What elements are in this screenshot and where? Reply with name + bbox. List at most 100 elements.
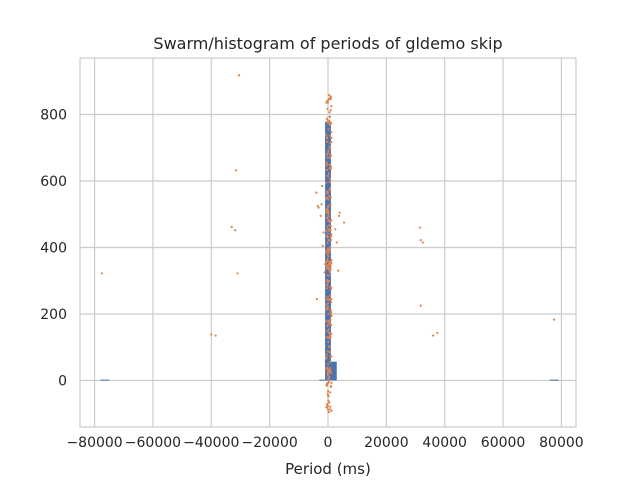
swarm-point — [325, 303, 328, 306]
swarm-point — [330, 140, 333, 144]
swarm-point — [327, 390, 330, 393]
swarm-point — [328, 266, 331, 269]
swarm-point — [327, 249, 331, 252]
swarm-point — [329, 195, 332, 199]
swarm-point — [325, 168, 329, 172]
swarm-point — [321, 244, 324, 247]
swarm-point — [327, 377, 330, 380]
swarm-point — [326, 284, 329, 287]
swarm-point — [329, 286, 332, 289]
swarm-point — [329, 391, 332, 394]
swarm-point — [326, 191, 329, 194]
x-tick-label: −40000 — [183, 435, 239, 451]
swarm-point — [330, 104, 333, 108]
swarm-point — [325, 261, 328, 264]
swarm-point — [230, 225, 233, 228]
swarm-point — [328, 123, 331, 126]
swarm-point — [328, 332, 332, 335]
swarm-point — [330, 238, 333, 242]
swarm-point — [325, 136, 328, 140]
swarm-point — [326, 371, 330, 374]
swarm-point — [328, 251, 331, 254]
swarm-point — [553, 318, 556, 321]
swarm-point — [327, 380, 330, 383]
swarm-point — [329, 235, 333, 238]
swarm-point — [328, 367, 332, 371]
swarm-point — [330, 136, 333, 139]
x-tick-label: 60000 — [481, 435, 526, 451]
swarm-point — [325, 384, 329, 387]
swarm-point — [326, 394, 330, 397]
swarm-point — [329, 267, 332, 271]
swarm-point — [326, 279, 329, 282]
y-tick-label: 200 — [40, 307, 67, 323]
swarm-point — [326, 281, 329, 284]
swarm-point — [338, 211, 341, 214]
swarm-point — [327, 340, 330, 344]
swarm-point — [330, 381, 333, 385]
swarm-point — [329, 318, 332, 321]
swarm-point — [325, 230, 328, 233]
swarm-point — [326, 253, 329, 256]
swarm-point — [325, 264, 328, 267]
swarm-point — [328, 271, 332, 274]
swarm-point — [329, 167, 332, 170]
swarm-point — [328, 177, 331, 180]
swarm-point — [326, 259, 329, 262]
swarm-points — [100, 74, 556, 414]
swarm-point — [328, 180, 331, 184]
swarm-point — [214, 334, 217, 337]
swarm-point — [322, 231, 325, 234]
swarm-point — [325, 211, 328, 215]
swarm-point — [327, 149, 330, 152]
swarm-point — [327, 312, 330, 315]
swarm-point — [329, 287, 333, 291]
histogram-bar — [325, 121, 331, 381]
swarm-point — [421, 241, 424, 244]
swarm-point — [315, 191, 318, 194]
x-tick-label: 0 — [324, 435, 333, 451]
swarm-point — [325, 287, 328, 290]
swarm-point — [326, 368, 330, 371]
swarm-point — [327, 323, 330, 326]
swarm-point — [329, 405, 332, 408]
swarm-point — [326, 228, 329, 231]
swarm-point — [329, 228, 332, 232]
swarm-point — [326, 232, 330, 235]
swarm-point — [325, 353, 328, 356]
swarm-point — [329, 221, 332, 224]
swarm-point — [325, 133, 328, 136]
swarm-point — [328, 153, 332, 156]
swarm-point — [323, 263, 327, 266]
swarm-point — [325, 356, 328, 359]
swarm-point — [329, 311, 333, 314]
x-axis-label: Period (ms) — [285, 460, 371, 478]
swarm-point — [330, 258, 333, 262]
swarm-point — [328, 351, 331, 354]
y-tick-labels: 0 200 400 600 800 — [40, 108, 67, 390]
swarm-point — [431, 334, 435, 337]
swarm-point — [325, 367, 328, 370]
swarm-point — [335, 241, 338, 244]
swarm-point — [327, 172, 330, 175]
swarm-point — [330, 315, 333, 318]
x-tick-labels: −80000 −60000 −40000 −20000 0 20000 40000 60000… — [66, 435, 583, 451]
swarm-point — [329, 204, 332, 207]
swarm-point — [234, 229, 237, 232]
swarm-point — [328, 224, 331, 227]
swarm-point — [330, 409, 333, 412]
swarm-point — [326, 296, 330, 299]
swarm-point — [436, 331, 439, 335]
histogram-bar — [330, 361, 337, 381]
swarm-point — [328, 274, 331, 277]
swarm-point — [329, 371, 333, 374]
x-tick-label: 80000 — [539, 435, 584, 451]
swarm-point — [327, 410, 330, 414]
swarm-point — [329, 246, 332, 249]
swarm-point — [328, 94, 331, 97]
swarm-point — [315, 297, 319, 301]
swarm-point — [337, 214, 341, 218]
swarm-point — [100, 272, 103, 275]
y-tick-label: 400 — [40, 240, 67, 256]
x-tick-label: −20000 — [242, 435, 298, 451]
